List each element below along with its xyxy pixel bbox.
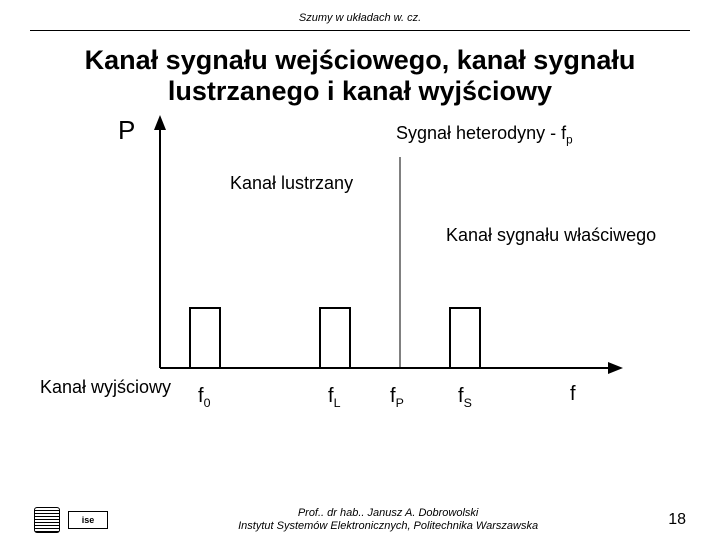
x-axis-label: f [570,383,576,406]
tick-f0: f0 [198,385,210,410]
footer-line1: Prof.. dr hab.. Janusz A. Dobrowolski [238,507,538,521]
tick-fL: fL [328,385,340,410]
institution-logo-icon [34,507,60,533]
heterodyne-label: Sygnał heterodyny - fp [396,123,573,147]
chart-svg [40,113,680,395]
header-title: Szumy w układach w. cz. [299,12,421,24]
footer-logos: ise [34,507,108,533]
slide-title: Kanał sygnału wejściowego, kanał sygnału… [40,45,680,107]
footer-credits: Prof.. dr hab.. Janusz A. Dobrowolski In… [238,507,538,535]
spectrum-diagram: P Sygnał heterodyny - fp Kanał lustrzany… [40,113,680,433]
output-channel-label: Kanał wyjściowy [40,377,171,398]
footer-line2: Instytut Systemów Elektronicznych, Polit… [238,520,538,534]
page-number: 18 [668,511,686,529]
tick-fP: fP [390,385,404,410]
ise-logo-icon: ise [68,511,108,529]
proper-channel-label: Kanał sygnału właściwego [446,225,656,246]
page-footer: ise Prof.. dr hab.. Janusz A. Dobrowolsk… [0,507,720,535]
page-header: Szumy w układach w. cz. [30,0,690,31]
tick-fS: fS [458,385,472,410]
mirror-channel-label: Kanał lustrzany [230,173,353,194]
